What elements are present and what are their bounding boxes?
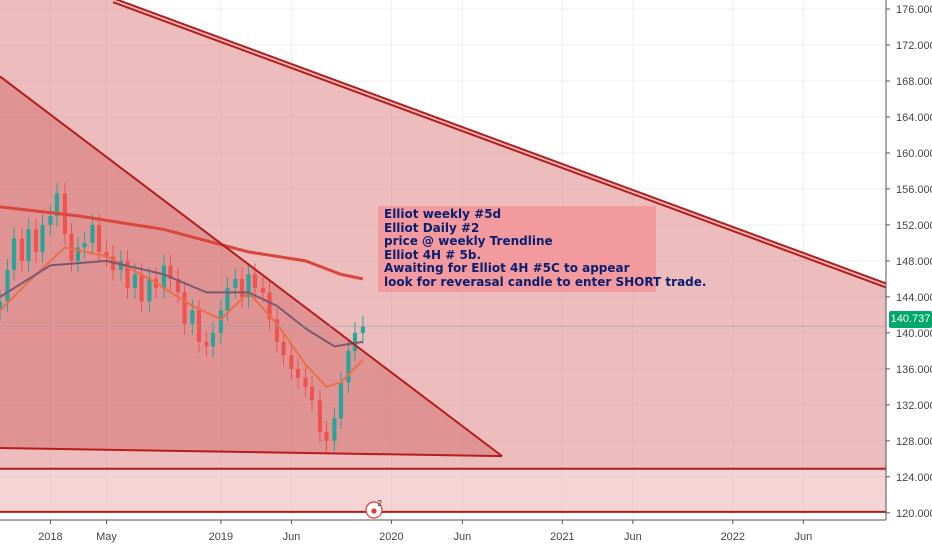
y-tick-label: 140.000 bbox=[896, 328, 932, 340]
y-tick-label: 124.000 bbox=[896, 472, 932, 484]
annotation-line-5: Awaiting for Elliot 4H #5C to appear bbox=[384, 261, 630, 276]
moving-averages bbox=[0, 205, 364, 388]
event-marker-icon: 2 bbox=[365, 499, 383, 519]
candle-body bbox=[239, 278, 244, 297]
candle-body bbox=[104, 251, 109, 257]
candle-body bbox=[168, 265, 173, 279]
candle-body bbox=[11, 238, 17, 270]
candle-body bbox=[190, 310, 195, 324]
event-marker[interactable]: 2 bbox=[364, 499, 384, 520]
y-tick-label: 176.000 bbox=[896, 4, 932, 16]
candle-body bbox=[33, 229, 39, 252]
range-shade bbox=[0, 468, 886, 512]
y-tick-label: 172.000 bbox=[896, 40, 932, 52]
candle-body bbox=[26, 229, 31, 261]
drawing-lines[interactable] bbox=[0, 0, 887, 513]
y-tick-label: 156.000 bbox=[896, 184, 932, 196]
candle-body bbox=[352, 332, 358, 351]
y-tick-label: 136.000 bbox=[896, 364, 932, 376]
y-tick-label: 164.000 bbox=[896, 112, 932, 124]
candle-body bbox=[246, 274, 251, 297]
annotation-line-4: Elliot 4H # 5b. bbox=[384, 247, 481, 262]
candle-body bbox=[289, 355, 294, 369]
candle-body bbox=[324, 431, 329, 441]
candle-body bbox=[210, 332, 216, 347]
candle-body bbox=[295, 368, 301, 378]
candle-body bbox=[0, 301, 3, 311]
candle-body bbox=[317, 400, 322, 432]
y-tick-label: 168.000 bbox=[896, 76, 932, 88]
candle-body bbox=[218, 310, 223, 333]
weekly-trendline-inner bbox=[112, 1, 887, 289]
y-tick-label: 128.000 bbox=[896, 436, 932, 448]
last-price-badge: 140.737 bbox=[889, 311, 932, 328]
weekly-trendline bbox=[115, 0, 887, 285]
candle-body bbox=[82, 242, 87, 248]
y-tick-label: 152.000 bbox=[896, 220, 932, 232]
candle-body bbox=[161, 265, 166, 288]
candle-body bbox=[48, 215, 53, 225]
x-tick-label: May bbox=[96, 531, 117, 543]
candle-body bbox=[54, 193, 60, 216]
x-tick-label: Jun bbox=[794, 531, 812, 543]
event-marker-count: 2 bbox=[378, 500, 383, 508]
moving-average-line bbox=[0, 205, 364, 281]
candle-body bbox=[260, 287, 266, 293]
annotation-line-3: price @ weekly Trendline bbox=[384, 234, 553, 249]
x-tick-label: 2021 bbox=[550, 531, 574, 543]
x-tick-label: 2022 bbox=[721, 531, 745, 543]
candle-body bbox=[225, 287, 230, 311]
triangle-lower-edge bbox=[0, 447, 503, 458]
candle-body bbox=[252, 274, 258, 288]
candle-body bbox=[139, 274, 144, 302]
candle-body bbox=[147, 278, 152, 302]
annotation-line-2: Elliot Daily #2 bbox=[384, 220, 480, 235]
candle-body bbox=[332, 418, 337, 441]
candle-body bbox=[19, 238, 25, 261]
y-tick-label: 132.000 bbox=[896, 400, 932, 412]
candle-body bbox=[96, 224, 102, 252]
moving-average-line bbox=[0, 259, 364, 348]
annotation-line-6: look for reverasal candle to enter SHORT… bbox=[384, 274, 707, 289]
candle-body bbox=[274, 319, 280, 342]
candle-body bbox=[346, 350, 351, 383]
candle-body bbox=[90, 224, 95, 243]
y-tick-label: 148.000 bbox=[896, 256, 932, 268]
x-tick-label: Jun bbox=[454, 531, 472, 543]
triangle-upper-edge bbox=[0, 75, 503, 457]
candle-body bbox=[267, 292, 272, 320]
x-tick-label: 2020 bbox=[379, 531, 403, 543]
candle-body bbox=[182, 292, 187, 324]
candle-body bbox=[338, 382, 344, 419]
candle-body bbox=[281, 341, 286, 356]
y-tick-label: 120.000 bbox=[896, 508, 932, 520]
x-tick-label: Jun bbox=[283, 531, 301, 543]
candle-body bbox=[132, 274, 138, 288]
candle-body bbox=[75, 247, 81, 261]
annotation-line-1: Elliot weekly #5d bbox=[384, 207, 502, 221]
candle-body bbox=[125, 260, 130, 288]
candle-body bbox=[5, 269, 10, 302]
candle-body bbox=[233, 278, 238, 288]
trade-annotation[interactable]: Elliot weekly #5d Elliot Daily #2 price … bbox=[378, 206, 707, 292]
y-axis-background bbox=[886, 0, 932, 550]
candle-body bbox=[309, 386, 315, 401]
x-tick-label: Jun bbox=[624, 531, 642, 543]
candle-body bbox=[175, 278, 181, 293]
candle-body bbox=[69, 233, 74, 261]
moving-average-line bbox=[0, 246, 364, 388]
candle-body bbox=[40, 224, 45, 252]
candle-body bbox=[303, 377, 308, 387]
candle-body bbox=[118, 260, 124, 270]
candle-body bbox=[204, 341, 209, 347]
y-tick-label: 160.000 bbox=[896, 148, 932, 160]
x-tick-label: 2019 bbox=[209, 531, 233, 543]
candle-body bbox=[360, 326, 365, 333]
y-tick-label: 144.000 bbox=[896, 292, 932, 304]
x-axis-background bbox=[0, 520, 932, 550]
x-tick-label: 2018 bbox=[38, 531, 62, 543]
